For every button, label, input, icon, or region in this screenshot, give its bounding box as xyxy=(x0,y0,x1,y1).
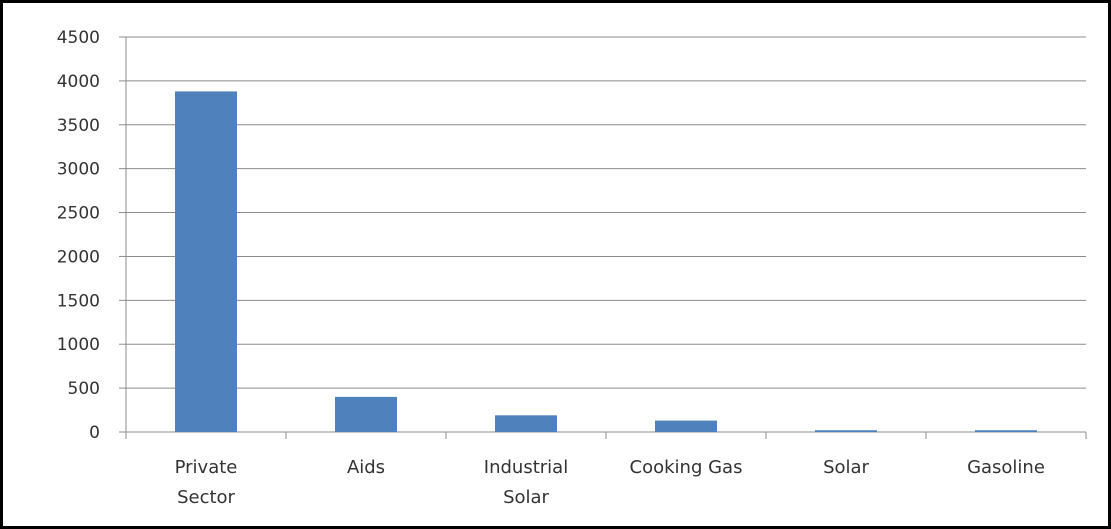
x-category-label: Aids xyxy=(347,457,385,478)
x-category-label: Sector xyxy=(177,487,235,508)
x-category-label: Solar xyxy=(503,487,549,508)
y-tick-label: 0 xyxy=(89,423,100,443)
x-category-label: Cooking Gas xyxy=(630,457,743,478)
y-tick-label: 3500 xyxy=(57,116,100,136)
bar-1 xyxy=(335,396,397,432)
y-tick-label: 4500 xyxy=(57,28,100,48)
y-tick-label: 3000 xyxy=(57,160,100,180)
bar-5 xyxy=(975,430,1037,432)
x-category-label: Gasoline xyxy=(967,457,1045,478)
bar-3 xyxy=(655,420,717,432)
bar-4 xyxy=(815,430,877,432)
bar-0 xyxy=(175,91,237,432)
gridlines xyxy=(126,36,1086,389)
y-tick-label: 2000 xyxy=(57,247,100,267)
bars xyxy=(175,91,1037,432)
x-category-label: Solar xyxy=(823,457,869,478)
y-tick-label: 500 xyxy=(68,379,100,399)
x-category-label: Industrial xyxy=(484,457,568,478)
x-category-label: Private xyxy=(175,457,238,478)
y-tick-label: 1500 xyxy=(57,291,100,311)
y-tick-label: 4000 xyxy=(57,72,100,92)
bar-chart: 0 500 1000 1500 2000 2500 3000 3500 4000 4500 Priv… xyxy=(57,28,1087,508)
y-tick-label: 1000 xyxy=(57,335,100,355)
axes xyxy=(119,36,1087,439)
y-tick-label: 2500 xyxy=(57,204,100,224)
labels: 0 500 1000 1500 2000 2500 3000 3500 4000 4500 Priv… xyxy=(57,28,1045,508)
bar-2 xyxy=(495,415,557,432)
